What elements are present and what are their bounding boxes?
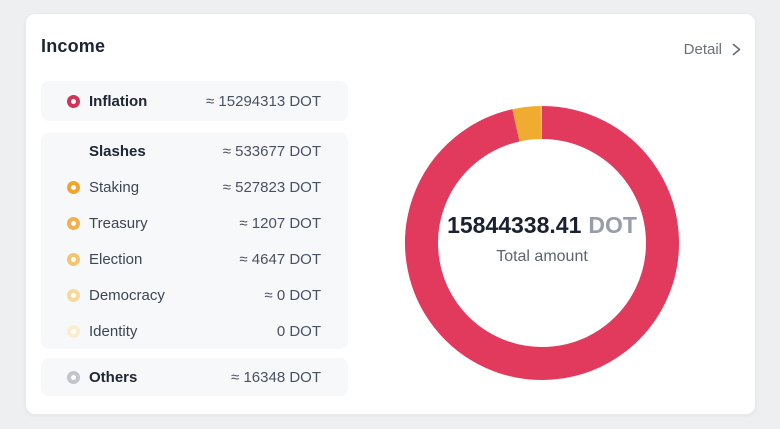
donut-segment-staking[interactable]: [512, 106, 542, 142]
legend-value: 0 DOT: [276, 322, 321, 340]
page-title: Income: [41, 36, 106, 56]
legend-bullet-icon: [67, 370, 80, 384]
legend-bullet-icon: [67, 252, 80, 266]
legend-label: Treasury: [89, 214, 148, 232]
legend-value: ≈ 533677 DOT: [222, 142, 321, 160]
donut-segment-inflation[interactable]: [405, 106, 679, 380]
legend-bullet-icon: [67, 324, 80, 338]
list-item-identity[interactable]: Identity 0 DOT: [41, 313, 348, 349]
detail-link-label: Detail: [683, 41, 722, 58]
list-item-others[interactable]: Others ≈ 16348 DOT: [41, 358, 348, 396]
legend-value: ≈ 4647 DOT: [239, 250, 321, 268]
detail-link[interactable]: Detail: [684, 41, 741, 58]
list-item-treasury[interactable]: Treasury ≈ 1207 DOT: [41, 205, 348, 241]
legend-value: ≈ 0 DOT: [264, 286, 321, 304]
legend-label: Identity: [89, 322, 138, 340]
legend-label: Staking: [89, 178, 140, 196]
legend-value: ≈ 15294313 DOT: [206, 92, 321, 110]
legend-value: ≈ 527823 DOT: [222, 178, 321, 196]
donut-chart-svg: [405, 105, 679, 380]
list-item-slashes[interactable]: Slashes ≈ 533677 DOT: [41, 133, 348, 169]
legend-label: Election: [89, 250, 143, 268]
legend-label: Inflation: [89, 92, 148, 110]
list-item-democracy[interactable]: Democracy ≈ 0 DOT: [41, 277, 348, 313]
legend-label: Slashes: [89, 142, 146, 160]
legend-group-main: Slashes ≈ 533677 DOT Staking ≈ 527823 DOT Tr…: [41, 133, 348, 349]
donut-chart: 15844338.41 DOT Total amount: [392, 93, 692, 393]
legend-value: ≈ 1207 DOT: [239, 214, 321, 232]
list-item-inflation[interactable]: Inflation ≈ 15294313 DOT: [41, 81, 348, 121]
legend-label: Democracy: [89, 286, 165, 304]
legend-bullet-icon: [67, 288, 80, 302]
chevron-right-icon: [732, 43, 741, 56]
legend-group-inflation: Inflation ≈ 15294313 DOT: [41, 81, 348, 121]
legend-group-others: Others ≈ 16348 DOT: [41, 358, 348, 396]
income-card: Income Detail Inflation ≈ 15294313 DOT Sl…: [25, 13, 756, 415]
legend-value: ≈ 16348 DOT: [231, 368, 321, 386]
legend-bullet-icon: [67, 94, 80, 108]
legend-bullet-icon: [67, 216, 80, 230]
list-item-staking[interactable]: Staking ≈ 527823 DOT: [41, 169, 348, 205]
list-item-election[interactable]: Election ≈ 4647 DOT: [41, 241, 348, 277]
legend-bullet-icon: [67, 180, 80, 194]
legend-label: Others: [89, 368, 138, 386]
